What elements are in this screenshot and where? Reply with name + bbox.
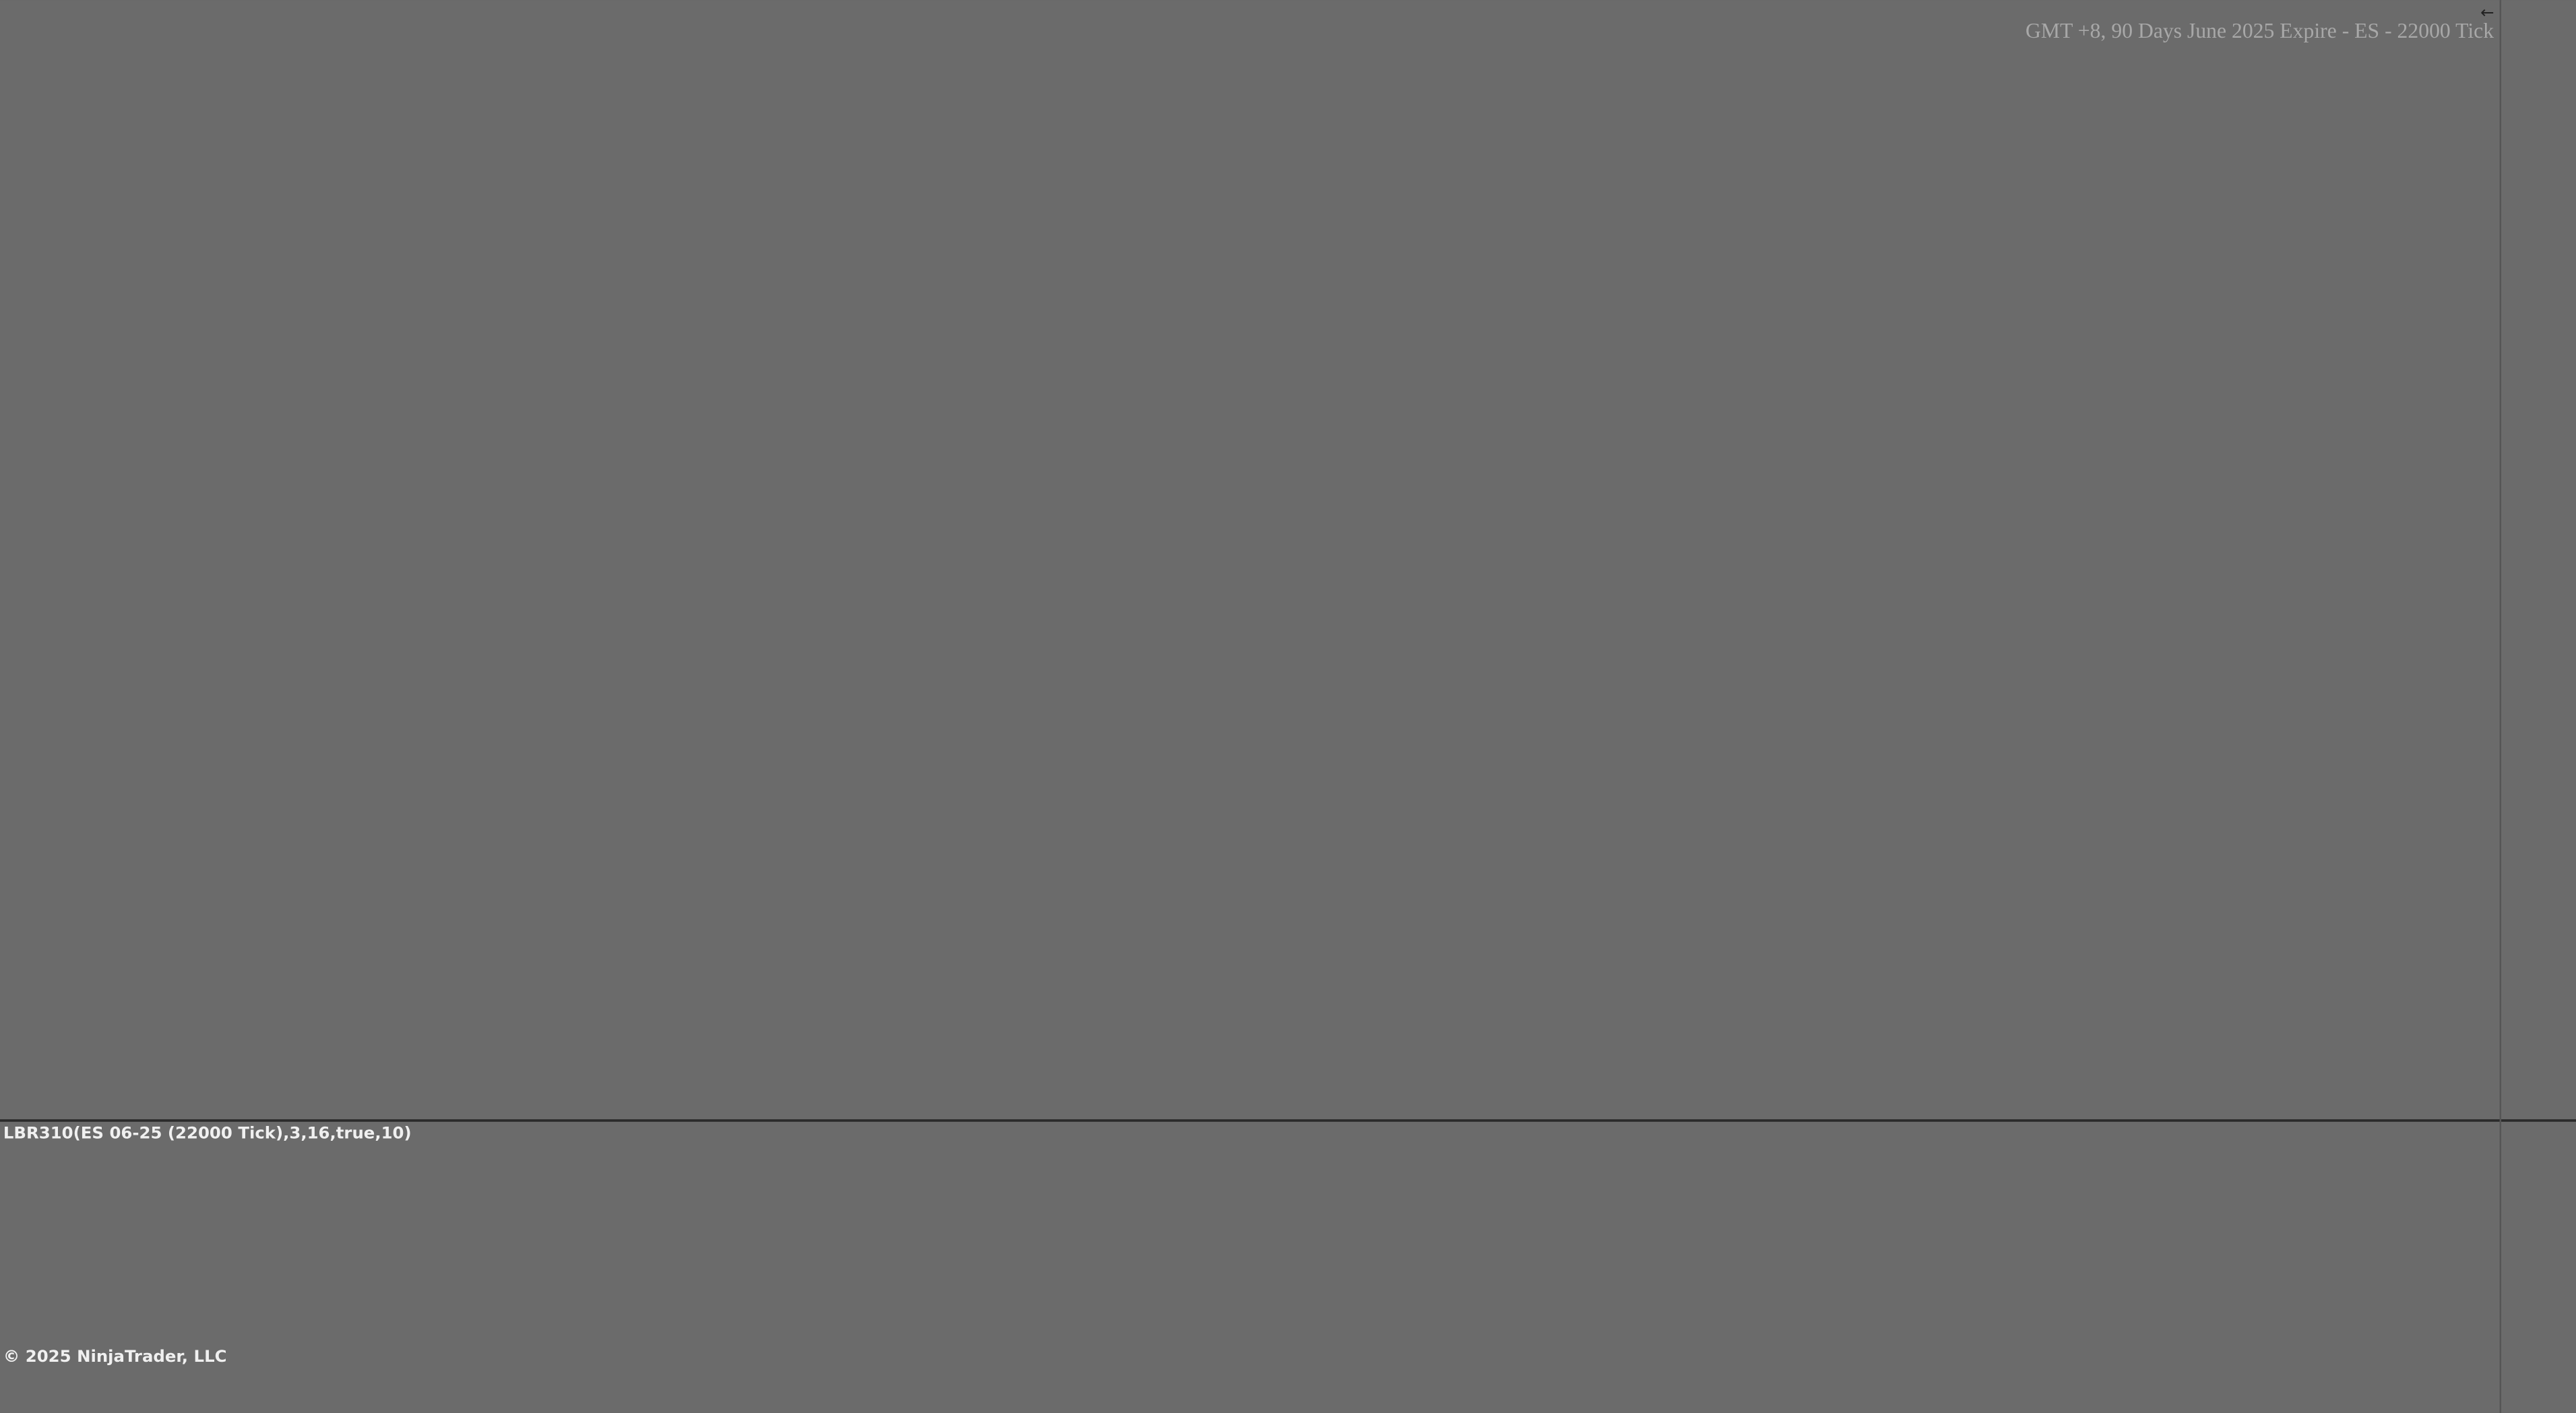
back-arrow[interactable]: ←: [2480, 3, 2494, 22]
indicator-title: LBR310(ES 06-25 (22000 Tick),3,16,true,1…: [3, 1123, 412, 1142]
chart-title: GMT +8, 90 Days June 2025 Expire - ES - …: [2025, 19, 2494, 42]
watermark: © 2025 NinjaTrader, LLC: [3, 1346, 227, 1366]
